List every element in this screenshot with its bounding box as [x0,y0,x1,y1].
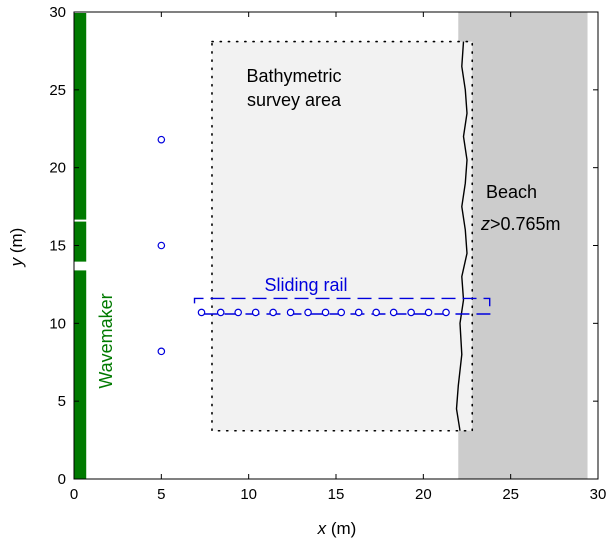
offshore-gauge-point [157,241,166,250]
x-tick-label: 20 [415,486,432,503]
beach-label: Beach [486,182,537,202]
rail-gauge-point [372,308,380,317]
rail-gauge-point [389,308,398,317]
rail-gauge-point [286,308,295,317]
beach-condition-var: z [480,214,490,234]
rail-gauge-point [197,308,206,317]
beach-condition-label: z>0.765m [480,214,561,234]
offshore-gauge-point [157,135,166,144]
x-tick-label: 25 [502,486,519,503]
wavemaker-segment [74,221,87,262]
rail-label: Sliding rail [264,275,347,295]
gauge-group [157,135,450,356]
wavemaker-segment [74,13,87,220]
survey-area [211,40,474,432]
survey-label-line1: Bathymetric [246,66,341,86]
y-axis-label-var: y [7,256,26,267]
rail-gauge-point [269,308,277,317]
rail-gauge-point [216,308,225,317]
rail-gauge-point [234,308,242,317]
axis-ticks: 0 5 10 15 20 25 30 0 5 10 15 20 25 30 [49,4,606,503]
x-tick-label: 5 [157,486,165,503]
offshore-gauge-point [157,347,166,356]
rail-gauge-point [424,308,433,317]
y-tick-label: 30 [49,4,66,21]
y-tick-label: 10 [49,315,66,332]
x-tick-label: 15 [328,486,345,503]
rail-gauge-point [304,308,312,317]
rail-gauge-point [407,308,415,317]
x-axis-label-unit: (m) [326,519,356,538]
x-tick-label: 0 [70,486,78,503]
y-tick-label: 15 [49,238,66,255]
rail-gauge-point [354,308,363,317]
y-axis-label: y (m) [7,228,26,268]
x-tick-label: 30 [590,486,607,503]
shoreline [455,41,468,431]
survey-label-line2: survey area [247,90,342,110]
beach-region [458,12,588,479]
rail-gauge-point [337,308,346,317]
y-tick-label: 20 [49,160,66,177]
y-tick-label: 5 [58,393,66,410]
y-axis-label-unit: (m) [7,228,26,258]
wavemaker-label: Wavemaker [96,293,116,388]
beach-condition-value: >0.765m [490,214,561,234]
rail-gauge-point [251,308,260,317]
x-axis-label-var: x [317,519,327,538]
x-axis-label: x (m) [317,519,357,538]
x-tick-label: 10 [240,486,257,503]
wavemaker-segment [74,270,87,479]
rail-gauge-point [321,308,330,317]
y-tick-label: 25 [49,82,66,99]
rail-gauge-point [442,308,450,317]
y-tick-label: 0 [58,471,66,488]
